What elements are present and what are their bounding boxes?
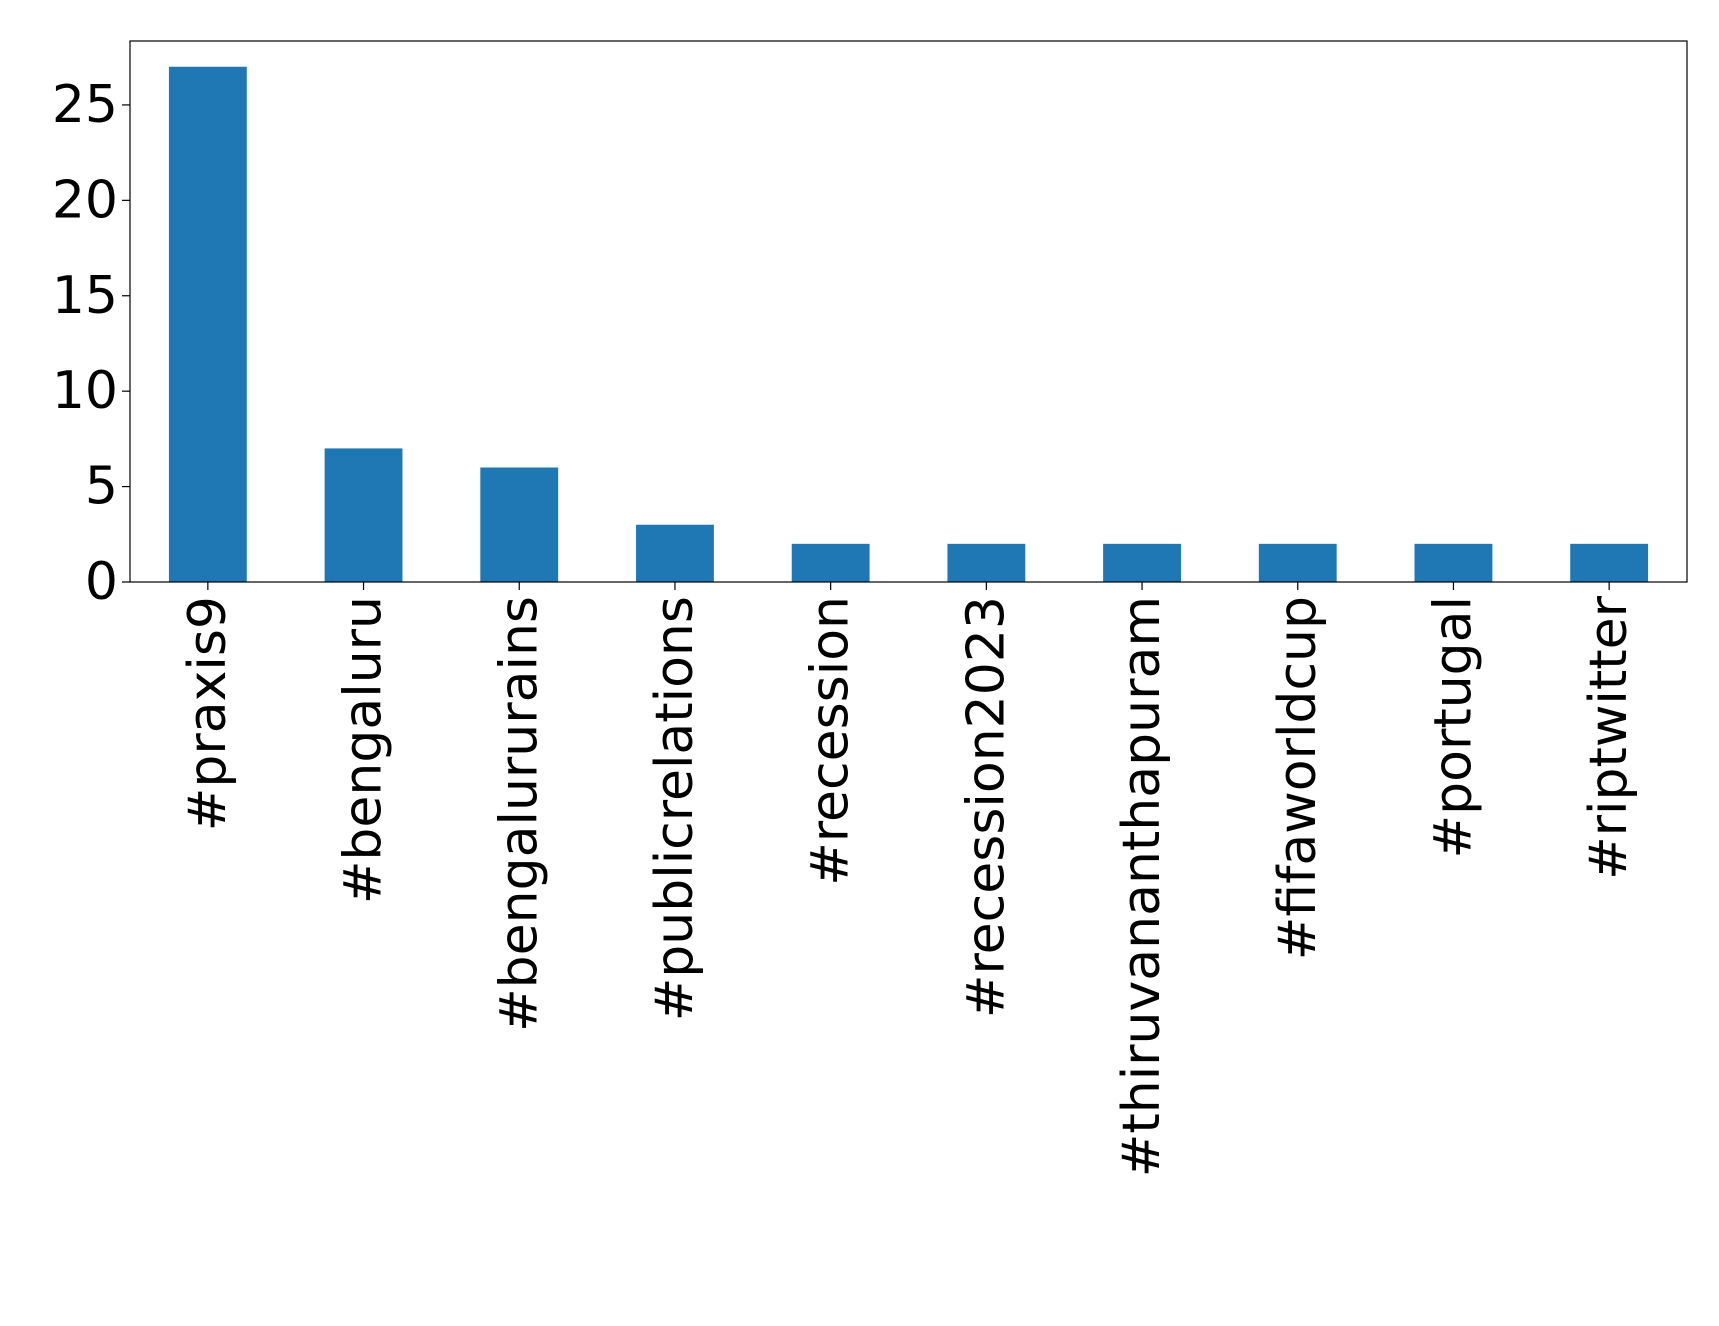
- x-tick-label: #publicrelations: [645, 596, 705, 1021]
- bar: [791, 543, 870, 582]
- bar: [947, 543, 1026, 582]
- y-tick-label: 15: [52, 266, 118, 326]
- plot-frame: [129, 40, 1688, 583]
- x-tick-label: #recession: [801, 596, 861, 886]
- y-tick-label: 5: [85, 457, 118, 517]
- x-tick-label: #praxis9: [178, 596, 238, 831]
- x-tick-label: #bengalururains: [489, 596, 549, 1032]
- bar: [1258, 543, 1337, 582]
- bar: [480, 467, 559, 582]
- x-tick-label: #portugal: [1423, 596, 1483, 858]
- y-tick-label: 10: [52, 361, 118, 421]
- y-tick-label: 0: [85, 552, 118, 612]
- bar: [168, 66, 247, 582]
- x-tick-label: #recession2023: [956, 596, 1016, 1018]
- y-tick-label: 25: [52, 75, 118, 135]
- bar: [1570, 543, 1649, 582]
- x-tick-label: #thiruvananthapuram: [1112, 596, 1172, 1177]
- y-tick-label: 20: [52, 170, 118, 230]
- x-tick-label: #bengaluru: [334, 596, 394, 904]
- x-tick-label: #riptwitter: [1579, 595, 1639, 880]
- x-tick-label: #fifaworldcup: [1268, 596, 1328, 960]
- bar: [636, 524, 714, 582]
- bar: [324, 448, 403, 582]
- bar: [1103, 543, 1181, 582]
- bar: [1414, 543, 1493, 582]
